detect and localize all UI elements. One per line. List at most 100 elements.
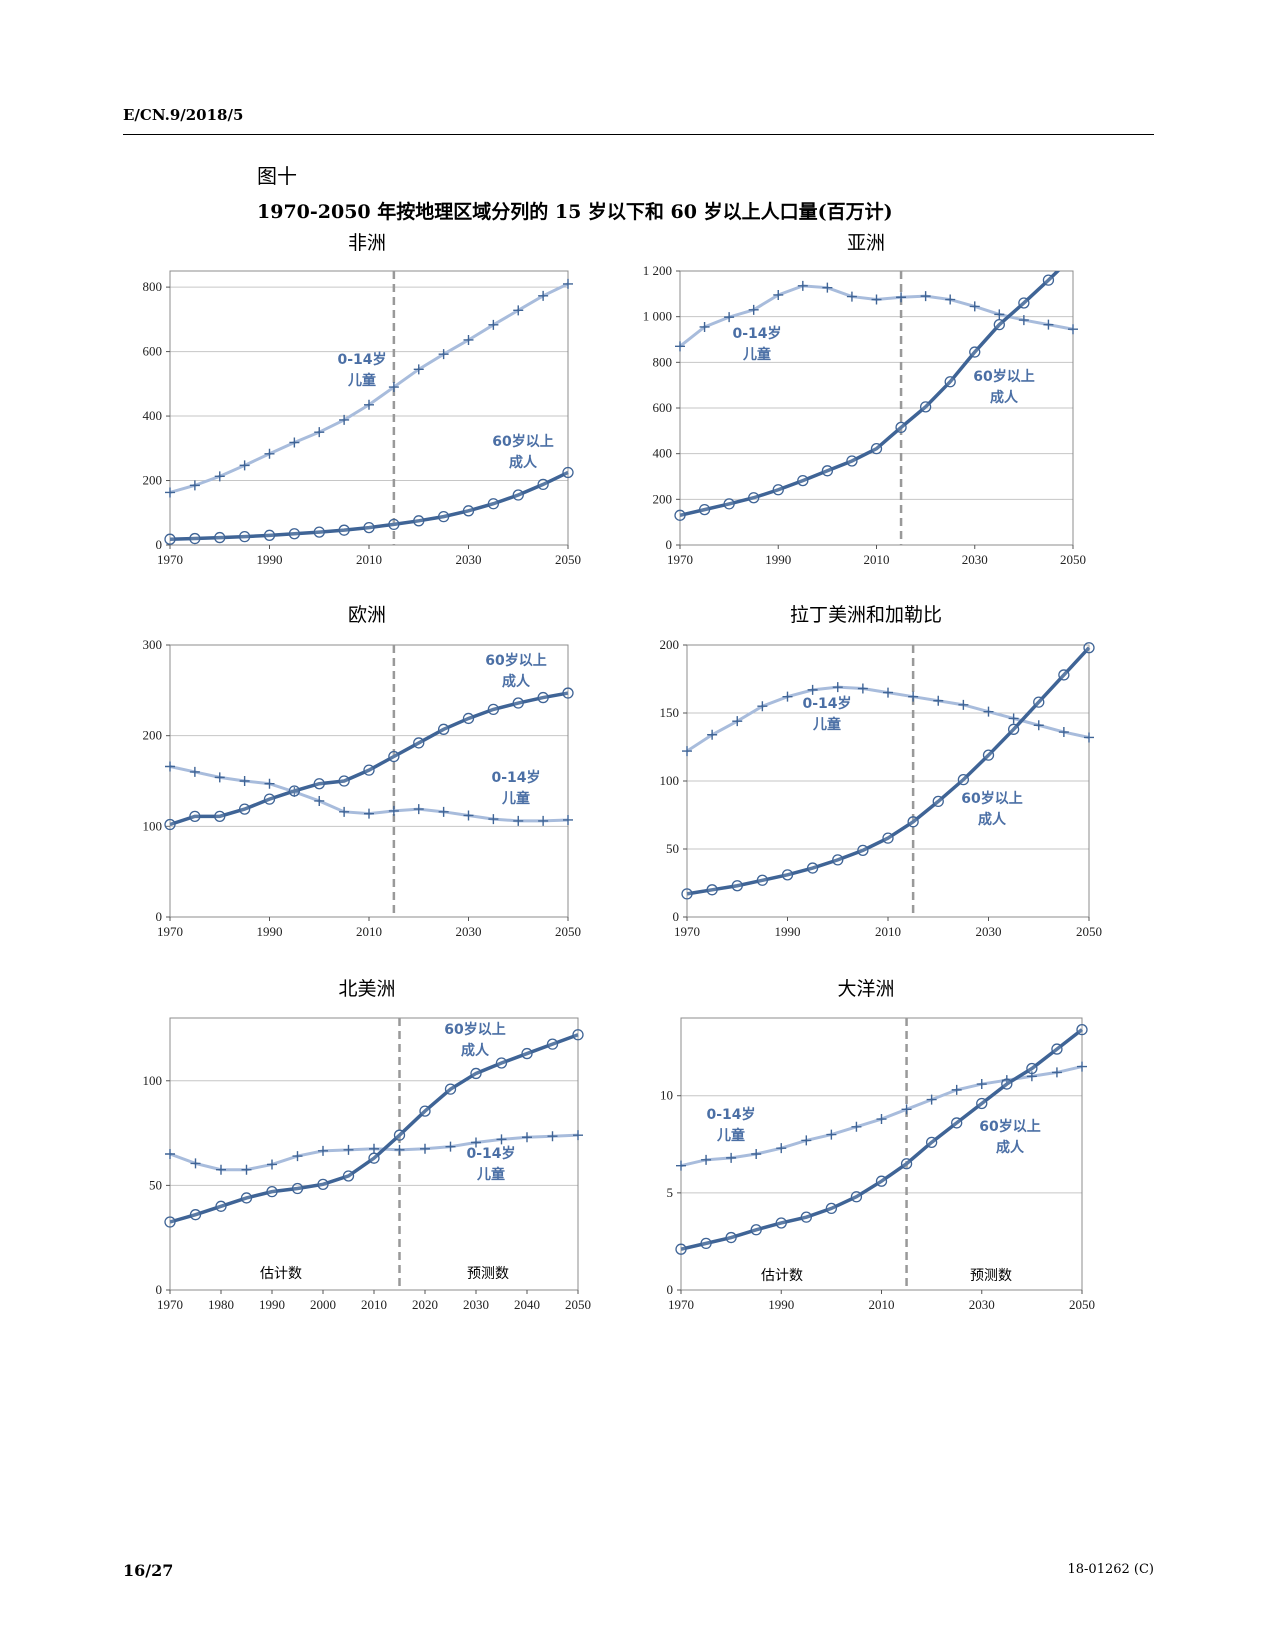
marker-children-point [496, 1134, 507, 1145]
y-tick-label: 200 [660, 637, 680, 652]
marker-children-point [926, 1094, 937, 1105]
annotation-elderly-line2: 成人 [502, 673, 531, 690]
x-tick-label: 1980 [208, 1297, 234, 1312]
annotation-children-line2: 儿童 [501, 790, 530, 807]
annotation-children-line1: 0-14岁 [732, 325, 781, 342]
x-tick-label: 1970 [157, 924, 183, 939]
marker-elderly-point [706, 884, 718, 896]
marker-elderly-point [932, 795, 944, 808]
marker-children-point [958, 699, 969, 710]
label-estimates: 估计数 [761, 1268, 803, 1284]
marker-children-point [339, 806, 350, 817]
annotation-children-line2: 儿童 [716, 1127, 745, 1144]
label-projections: 预测数 [970, 1268, 1012, 1284]
marker-elderly-point [698, 503, 711, 516]
marker-elderly-point [368, 1152, 380, 1164]
x-tick-label: 2030 [463, 1297, 489, 1312]
marker-elderly-point [537, 478, 549, 491]
x-tick-label: 2050 [1076, 924, 1102, 939]
marker-elderly-point [338, 775, 350, 787]
annotation-elderly-line1: 60岁以上 [979, 1118, 1040, 1135]
marker-children-point [239, 460, 250, 471]
marker-elderly-point [850, 1191, 863, 1203]
x-tick-label: 2000 [310, 1297, 336, 1312]
annotation-elderly-line1: 60岁以上 [492, 433, 553, 450]
marker-children-point [826, 1129, 837, 1140]
marker-children-point [1008, 713, 1019, 724]
marker-children-point [189, 766, 200, 777]
marker-elderly-point [444, 1083, 457, 1095]
marker-children-point [724, 312, 735, 323]
annotation-children-line2: 儿童 [742, 346, 771, 363]
marker-elderly-point [725, 1231, 737, 1244]
marker-elderly-point [832, 854, 844, 866]
marker-elderly-point [1051, 1043, 1063, 1055]
x-tick-label: 2050 [555, 552, 581, 567]
x-tick-label: 2010 [356, 552, 382, 567]
marker-elderly-point [164, 818, 176, 831]
y-tick-label: 50 [666, 841, 679, 856]
y-tick-label: 200 [143, 728, 163, 743]
marker-children-point [214, 772, 225, 783]
marker-elderly-point [907, 816, 919, 828]
marker-children-point [420, 1143, 430, 1154]
x-tick-label: 2020 [412, 1297, 438, 1312]
marker-children-point [214, 471, 225, 482]
marker-elderly-point [976, 1097, 988, 1110]
marker-children-point [851, 1121, 862, 1132]
marker-elderly-point [189, 1209, 202, 1221]
marker-elderly-point [189, 532, 201, 545]
marker-elderly-point [748, 492, 760, 504]
marker-elderly-point [800, 1211, 812, 1223]
marker-children-point [983, 706, 994, 717]
marker-elderly-point [393, 1129, 406, 1141]
marker-children-point [438, 806, 449, 817]
y-tick-label: 50 [149, 1177, 162, 1192]
y-tick-label: 0 [673, 909, 680, 924]
marker-elderly-point [487, 703, 500, 716]
marker-elderly-point [1083, 642, 1095, 654]
marker-elderly-point [857, 844, 869, 857]
marker-children-point [264, 448, 275, 459]
marker-children-point [1084, 732, 1094, 743]
marker-children-point [488, 814, 499, 825]
marker-elderly-point [238, 803, 251, 815]
marker-elderly-point [214, 531, 226, 544]
marker-elderly-point [164, 1216, 176, 1228]
marker-children-point [883, 687, 893, 698]
marker-children-point [563, 278, 573, 289]
marker-elderly-point [215, 1200, 227, 1212]
marker-children-point [782, 691, 793, 702]
marker-children-point [876, 1114, 887, 1125]
marker-children-point [388, 382, 399, 393]
marker-elderly-point [419, 1105, 431, 1117]
marker-children-point [1058, 727, 1069, 738]
y-tick-label: 1 000 [643, 309, 672, 324]
marker-children-point [751, 1149, 762, 1159]
marker-elderly-point [775, 1217, 787, 1229]
marker-elderly-point [487, 498, 500, 510]
annotation-elderly-line2: 成人 [978, 811, 1007, 828]
marker-elderly-point [1018, 297, 1030, 309]
x-tick-label: 1970 [674, 924, 700, 939]
header-rule [123, 134, 1154, 135]
y-tick-label: 600 [143, 344, 163, 359]
label-projections: 预测数 [467, 1266, 509, 1282]
marker-elderly-point [288, 528, 301, 540]
marker-elderly-point [825, 1202, 838, 1215]
series-line-elderly [169, 691, 569, 827]
y-tick-label: 200 [143, 473, 163, 488]
y-tick-label: 0 [156, 909, 163, 924]
marker-elderly-point [723, 498, 735, 510]
marker-elderly-point [1042, 274, 1055, 286]
footer-page-number: 16/27 [123, 1561, 174, 1580]
footer-document-code: 18-01262 (C) [1067, 1562, 1154, 1577]
marker-children-point [1051, 1067, 1062, 1078]
x-tick-label: 1970 [157, 552, 183, 567]
annotation-elderly-line2: 成人 [996, 1139, 1025, 1156]
marker-children-point [538, 290, 549, 301]
marker-elderly-point [675, 1243, 687, 1255]
annotation-elderly-line2: 成人 [461, 1042, 490, 1059]
marker-elderly-point [313, 526, 325, 538]
marker-elderly-point [750, 1224, 762, 1236]
